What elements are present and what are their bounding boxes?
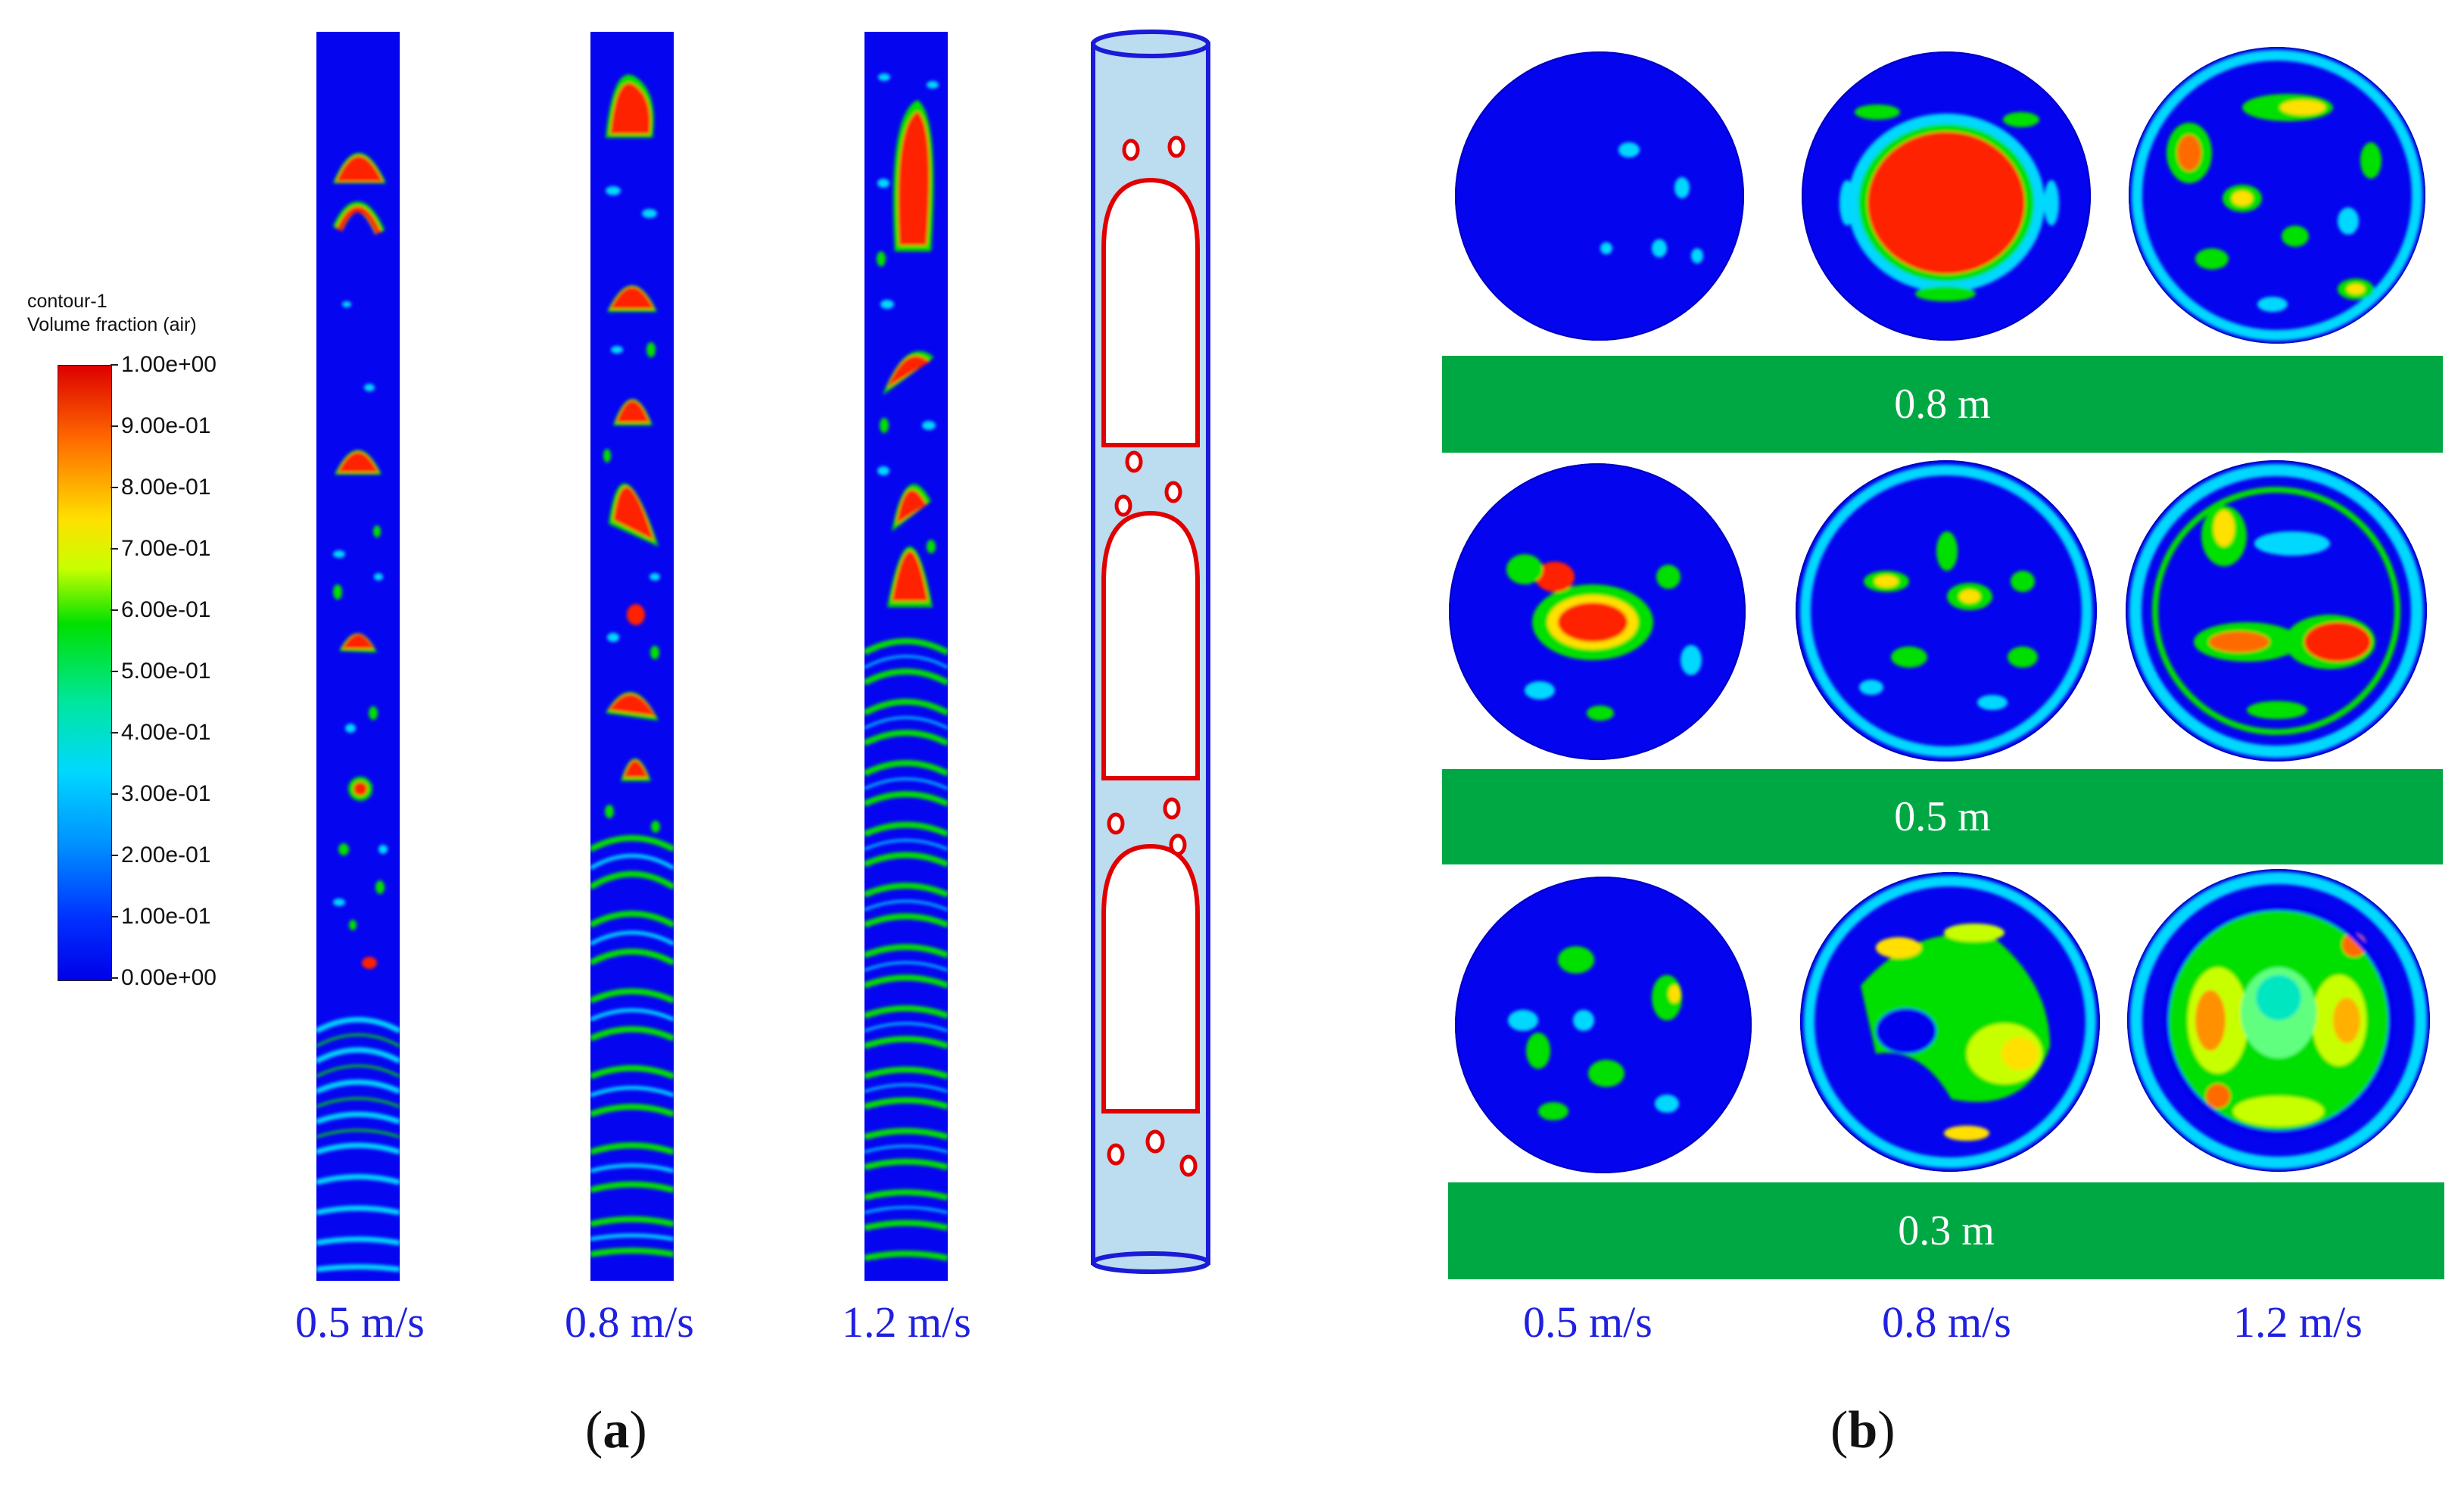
colorbar-tick-label: 8.00e-01 [121,475,211,500]
cross-section-0-3m-0-5ms [1455,877,1752,1173]
colorbar-tick [111,732,118,734]
contour-column-0-8 [590,32,674,1281]
cross-section-0-3m-1-2ms-image [2130,872,2427,1169]
panel-b-label: (b) [1830,1401,1896,1459]
cross-section-0-5m-1-2ms [2126,460,2427,762]
panel-a-speed-label: 0.5 m/s [295,1297,425,1347]
colorbar [58,365,112,981]
schematic-taylor-bubbles [1101,177,1200,1114]
panel-a-speed-label: 0.8 m/s [565,1297,694,1347]
cross-section-0-5m-0-8ms [1796,460,2097,762]
colorbar-tick-label: 7.00e-01 [121,536,211,561]
colorbar-tick [111,793,118,795]
panel-a-label: (a) [585,1401,647,1459]
cross-section-0-5m-1-2ms-image [2129,464,2423,758]
cross-section-0-8m-0-8ms [1802,51,2091,341]
colorbar-tick [111,609,118,611]
height-band-0-8m: 0.8 m [1442,356,2443,453]
cross-section-0-8m-0-8ms-image [1839,104,2059,301]
colorbar-tick-label: 3.00e-01 [121,781,211,806]
panel-b-speed-label: 0.5 m/s [1523,1297,1653,1347]
cross-section-0-8m-1-2ms-image [2132,50,2422,341]
legend-title-line2: Volume fraction (air) [27,314,197,335]
colorbar-tick [111,977,118,979]
schematic-tube-bottom [1091,1251,1210,1274]
cross-section-0-3m-1-2ms [2127,869,2430,1172]
schematic-tube-top [1091,30,1210,58]
colorbar-tick-label: 9.00e-01 [121,413,211,438]
schematic-small-bubbles [1107,135,1198,1177]
cross-section-0-8m-0-5ms-image [1600,142,1703,263]
colorbar-tick [111,364,118,366]
contour-column-1-2 [864,32,948,1281]
colorbar-tick-label: 0.00e+00 [121,965,216,990]
cross-section-0-3m-0-5ms-image [1508,946,1682,1120]
contour-column-0-8-image [590,74,674,1257]
panel-b-speed-label: 0.8 m/s [1882,1297,2011,1347]
cross-section-0-5m-0-8ms-image [1800,465,2092,757]
cross-section-0-8m-1-2ms [2129,47,2425,344]
colorbar-tick [111,916,118,917]
colorbar-tick-label: 6.00e-01 [121,597,211,622]
colorbar-tick-label: 1.00e-01 [121,904,211,929]
cross-section-0-8m-0-5ms [1455,51,1744,341]
colorbar-tick [111,855,118,856]
colorbar-tick [111,548,118,550]
colorbar-tick-label: 4.00e-01 [121,720,211,745]
colorbar-tick [111,425,118,427]
legend-title-line1: contour-1 [27,291,107,312]
cross-section-0-5m-0-5ms-image [1506,554,1702,721]
panel-b-speed-label: 1.2 m/s [2233,1297,2363,1347]
height-band-0-5m: 0.5 m [1442,769,2443,864]
contour-column-0-5-image [316,153,400,1272]
panel-a-speed-label: 1.2 m/s [842,1297,971,1347]
colorbar-tick-label: 2.00e-01 [121,843,211,867]
contour-column-1-2-image [864,73,948,1261]
colorbar-tick [111,487,118,488]
contour-column-0-5 [316,32,400,1281]
colorbar-tick-label: 5.00e-01 [121,659,211,684]
colorbar-tick [111,671,118,672]
height-band-0-3m: 0.3 m [1448,1182,2444,1279]
slug-flow-schematic [1091,30,1210,1274]
colorbar-tick-label: 1.00e+00 [121,352,216,377]
cross-section-0-3m-0-8ms [1800,872,2100,1172]
cross-section-0-5m-0-5ms [1449,463,1746,760]
cross-section-0-3m-0-8ms-image [1804,876,2096,1168]
